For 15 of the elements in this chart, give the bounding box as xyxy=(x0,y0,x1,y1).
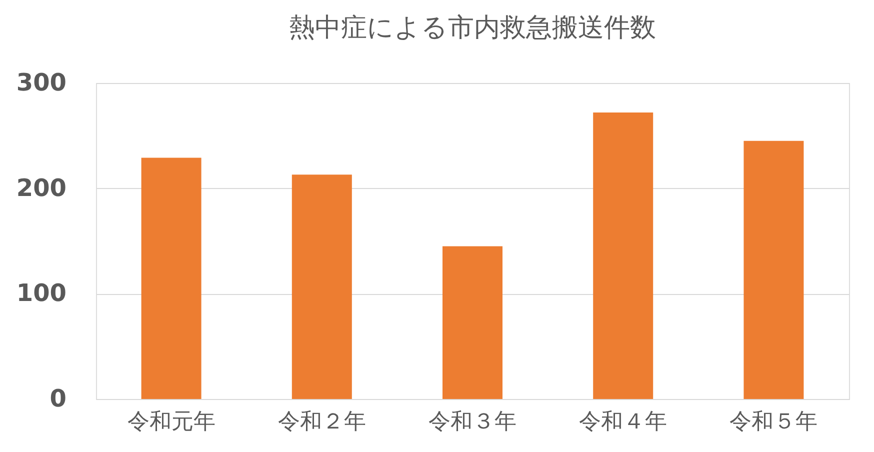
bar xyxy=(442,246,502,399)
y-tick-label: 0 xyxy=(50,384,66,412)
y-tick-label: 200 xyxy=(16,174,66,202)
x-tick-label: 令和元年 xyxy=(127,410,216,434)
bar xyxy=(141,158,202,399)
x-tick-label: 令和３年 xyxy=(428,410,516,434)
chart-title: 熱中症による市内救急搬送件数 xyxy=(289,13,656,43)
y-tick-label: 100 xyxy=(16,279,66,308)
bar xyxy=(292,174,352,399)
y-tick-label: 300 xyxy=(16,68,66,96)
bar xyxy=(593,112,654,399)
x-tick-label: 令和５年 xyxy=(730,410,818,434)
x-tick-label: 令和２年 xyxy=(278,410,366,434)
x-tick-label: 令和４年 xyxy=(579,410,668,434)
bar xyxy=(744,140,804,399)
